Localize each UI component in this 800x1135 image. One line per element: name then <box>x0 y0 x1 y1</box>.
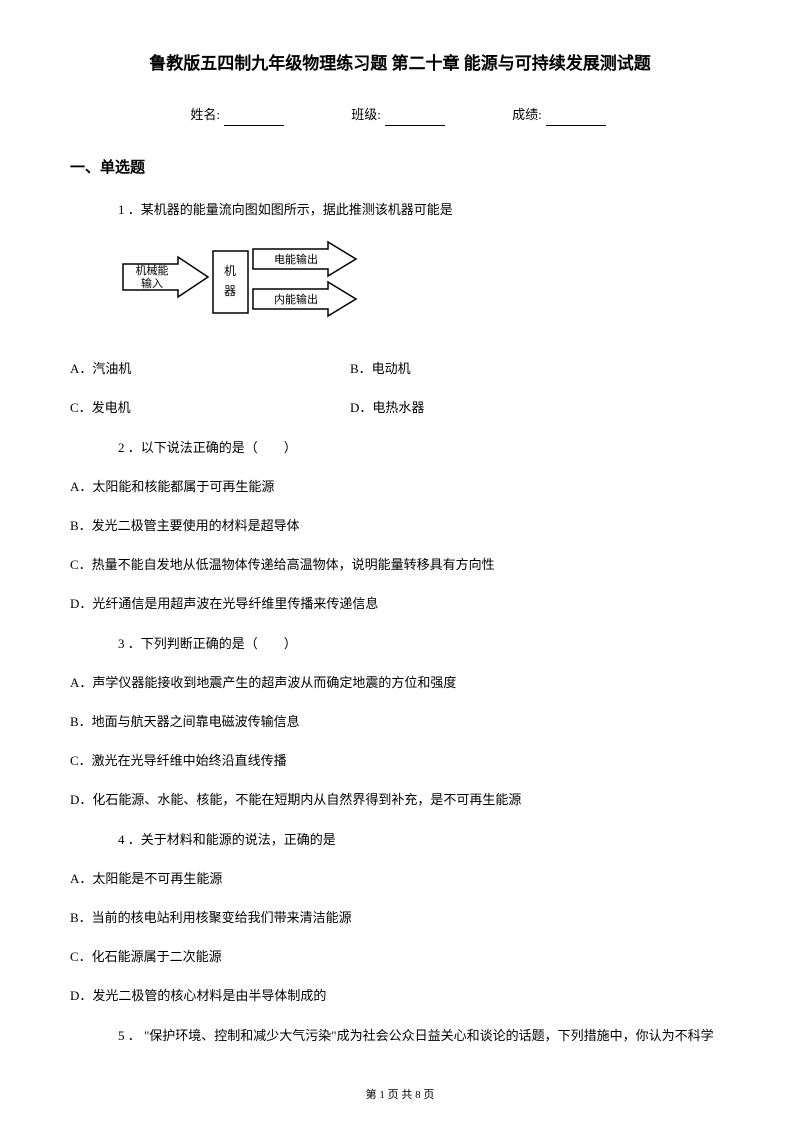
question-2: 2 ．以下说法正确的是（ ） A．太阳能和核能都属于可再生能源 B．发光二极管主… <box>70 438 730 614</box>
question-5-text: 5 ． "保护环境、控制和减少大气污染"成为社会公众日益关心和谈论的话题，下列措… <box>70 1026 730 1047</box>
svg-text:机械能: 机械能 <box>136 263 169 277</box>
q2-option-c: C．热量不能自发地从低温物体传递给高温物体，说明能量转移具有方向性 <box>70 555 730 576</box>
machine-box: 机 器 <box>213 251 248 313</box>
question-1-text: 1 ．某机器的能量流向图如图所示，据此推测该机器可能是 <box>70 200 730 221</box>
question-3: 3 ．下列判断正确的是（ ） A．声学仪器能接收到地震产生的超声波从而确定地震的… <box>70 634 730 810</box>
q1-option-b: B．电动机 <box>350 359 630 380</box>
svg-text:器: 器 <box>224 284 236 298</box>
input-arrow: 机械能 输入 <box>123 257 208 297</box>
question-5: 5 ． "保护环境、控制和减少大气污染"成为社会公众日益关心和谈论的话题，下列措… <box>70 1026 730 1047</box>
q1-options-row1: A．汽油机 B．电动机 <box>70 359 730 380</box>
class-label: 班级: <box>351 107 381 122</box>
name-label: 姓名: <box>190 107 220 122</box>
question-1: 1 ．某机器的能量流向图如图所示，据此推测该机器可能是 机械能 输入 机 器 电… <box>70 200 730 418</box>
score-label: 成绩: <box>512 107 542 122</box>
question-4-text: 4 ．关于材料和能源的说法，正确的是 <box>70 830 730 851</box>
score-blank[interactable] <box>546 112 606 126</box>
heat-output-arrow: 内能输出 <box>253 282 356 316</box>
q1-option-c: C．发电机 <box>70 398 350 419</box>
q4-option-b: B．当前的核电站利用核聚变给我们带来清洁能源 <box>70 908 730 929</box>
page-footer: 第 1 页 共 8 页 <box>70 1087 730 1105</box>
q3-option-b: B．地面与航天器之间靠电磁波传输信息 <box>70 712 730 733</box>
q4-option-a: A．太阳能是不可再生能源 <box>70 869 730 890</box>
q4-option-d: D．发光二极管的核心材料是由半导体制成的 <box>70 986 730 1007</box>
svg-text:输入: 输入 <box>141 276 163 290</box>
q1-option-d: D．电热水器 <box>350 398 630 419</box>
energy-flow-diagram: 机械能 输入 机 器 电能输出 内能输出 <box>118 239 730 334</box>
q1-option-a: A．汽油机 <box>70 359 350 380</box>
q3-option-a: A．声学仪器能接收到地震产生的超声波从而确定地震的方位和强度 <box>70 673 730 694</box>
section-heading: 一、单选题 <box>70 156 730 180</box>
q2-option-a: A．太阳能和核能都属于可再生能源 <box>70 477 730 498</box>
question-3-text: 3 ．下列判断正确的是（ ） <box>70 634 730 655</box>
q2-option-d: D．光纤通信是用超声波在光导纤维里传播来传递信息 <box>70 594 730 615</box>
class-blank[interactable] <box>385 112 445 126</box>
q4-option-c: C．化石能源属于二次能源 <box>70 947 730 968</box>
q2-option-b: B．发光二极管主要使用的材料是超导体 <box>70 516 730 537</box>
electric-output-arrow: 电能输出 <box>253 242 356 276</box>
document-title: 鲁教版五四制九年级物理练习题 第二十章 能源与可持续发展测试题 <box>70 50 730 77</box>
svg-text:机: 机 <box>224 264 236 278</box>
q1-options-row2: C．发电机 D．电热水器 <box>70 398 730 419</box>
student-info-line: 姓名: 班级: 成绩: <box>70 105 730 126</box>
question-2-text: 2 ．以下说法正确的是（ ） <box>70 438 730 459</box>
question-4: 4 ．关于材料和能源的说法，正确的是 A．太阳能是不可再生能源 B．当前的核电站… <box>70 830 730 1006</box>
q3-option-c: C．激光在光导纤维中始终沿直线传播 <box>70 751 730 772</box>
name-blank[interactable] <box>224 112 284 126</box>
svg-text:电能输出: 电能输出 <box>274 252 318 266</box>
svg-text:内能输出: 内能输出 <box>274 292 318 306</box>
q3-option-d: D．化石能源、水能、核能，不能在短期内从自然界得到补充，是不可再生能源 <box>70 790 730 811</box>
